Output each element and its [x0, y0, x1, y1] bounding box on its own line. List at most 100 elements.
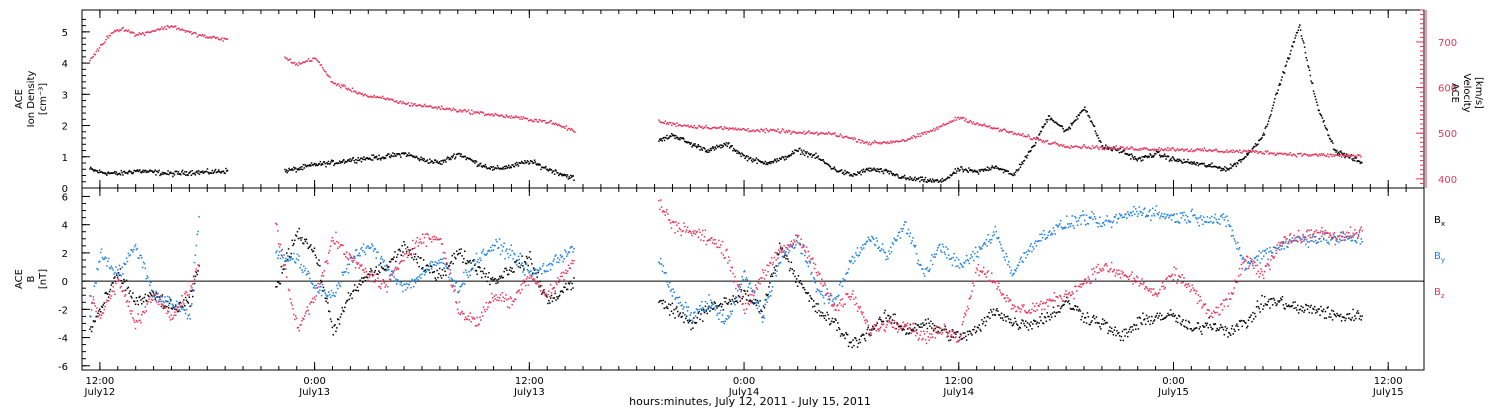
bx-point [1295, 307, 1297, 309]
bx-point [926, 323, 928, 325]
by-point [1007, 264, 1009, 266]
density-point [1302, 40, 1304, 42]
by-point [1161, 213, 1163, 215]
by-point [528, 272, 530, 274]
velocity-point [319, 62, 321, 64]
bx-point [1131, 331, 1133, 333]
by-point [959, 267, 961, 269]
bx-point [278, 281, 280, 283]
density-point [133, 172, 135, 174]
bx-point [722, 304, 724, 306]
bx-point [664, 308, 666, 310]
velocity-point [1215, 149, 1217, 151]
velocity-point [1233, 150, 1235, 152]
density-point [478, 165, 480, 167]
by-point [711, 305, 713, 307]
bx-point [748, 295, 750, 297]
bx-point [811, 298, 813, 300]
by-point [523, 268, 525, 270]
density-point [444, 160, 446, 162]
by-point [1088, 223, 1090, 225]
density-point [843, 174, 845, 176]
by-point [406, 283, 408, 285]
by-point [810, 273, 812, 275]
bx-point [836, 330, 838, 332]
bx-point [310, 244, 312, 246]
bx-point [414, 256, 416, 258]
bx-point [1297, 305, 1299, 307]
by-point [1075, 217, 1077, 219]
by-point [768, 296, 770, 298]
velocity-point [1057, 143, 1059, 145]
bx-point [1089, 324, 1091, 326]
velocity-point [790, 133, 792, 135]
density-point [297, 169, 299, 171]
bx-point [1059, 311, 1061, 313]
density-point [904, 175, 906, 177]
velocity-point [1261, 151, 1263, 153]
density-point [420, 159, 422, 161]
density-point [876, 168, 878, 170]
bx-point [1361, 319, 1363, 321]
by-point [847, 272, 849, 274]
density-point [1124, 150, 1126, 152]
by-point [1098, 223, 1100, 225]
density-point [971, 170, 973, 172]
bx-point [681, 316, 683, 318]
density-point [905, 177, 907, 179]
bx-point [986, 321, 988, 323]
density-point [161, 174, 163, 176]
by-point [690, 314, 692, 316]
density-point [1168, 156, 1170, 158]
density-point [286, 169, 288, 171]
bx-point [664, 301, 666, 303]
bx-point [309, 246, 311, 248]
bx-point [404, 244, 406, 246]
by-point [870, 241, 872, 243]
bx-point [1201, 333, 1203, 335]
by-point [822, 295, 824, 297]
density-point [878, 169, 880, 171]
bx-point [1046, 321, 1048, 323]
by-point [429, 263, 431, 265]
density-point [119, 173, 121, 175]
bx-point [732, 299, 734, 301]
by-point [757, 308, 759, 310]
by-point [841, 281, 843, 283]
by-point [1121, 214, 1123, 216]
density-point [870, 168, 872, 170]
density-point [1284, 72, 1286, 74]
bx-point [1119, 335, 1121, 337]
by-point [477, 259, 479, 261]
density-point [890, 171, 892, 173]
bx-point [1344, 317, 1346, 319]
by-point [1025, 257, 1027, 259]
bx-point [826, 312, 828, 314]
velocity-point [1026, 136, 1028, 138]
bx-point [150, 293, 152, 295]
density-point [1070, 128, 1072, 130]
density-point [454, 158, 456, 160]
velocity-point [458, 111, 460, 113]
by-point [278, 255, 280, 257]
by-point [438, 260, 440, 262]
velocity-point [1273, 153, 1275, 155]
by-point [717, 313, 719, 315]
by-point [973, 260, 975, 262]
bx-point [1319, 315, 1321, 317]
by-point [312, 284, 314, 286]
velocity-point [1238, 151, 1240, 153]
bx-point [868, 327, 870, 329]
velocity-point [1040, 139, 1042, 141]
by-point [275, 252, 277, 254]
by-point [524, 274, 526, 276]
velocity-point [1132, 147, 1134, 149]
density-point [378, 155, 380, 157]
by-point [1233, 235, 1235, 237]
bx-point [1036, 323, 1038, 325]
velocity-point [802, 132, 804, 134]
bx-point [673, 309, 675, 311]
bx-point [1303, 311, 1305, 313]
bx-point [438, 273, 440, 275]
bx-point [1175, 321, 1177, 323]
